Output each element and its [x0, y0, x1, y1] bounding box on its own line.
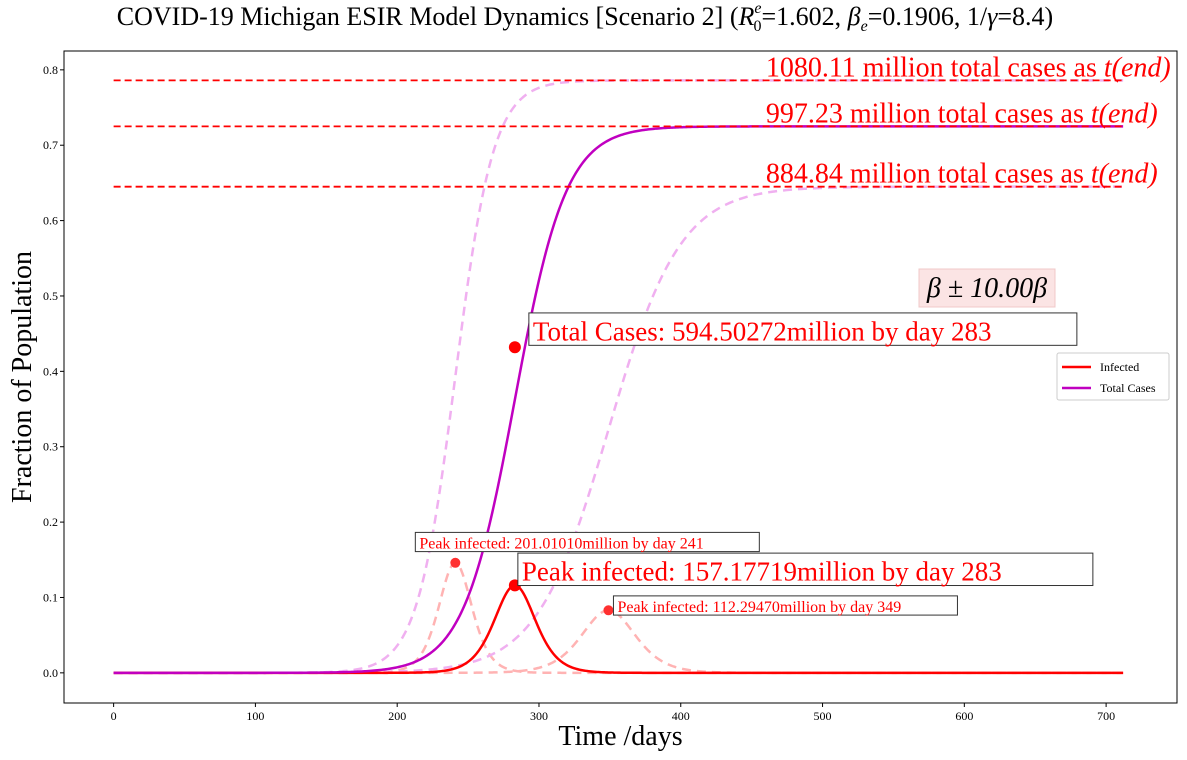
x-tick-label: 300	[530, 709, 548, 723]
legend-label: Infected	[1100, 360, 1139, 374]
annotation-box: Peak infected: 112.29470million by day 3…	[612, 595, 958, 616]
x-tick-label: 700	[1097, 709, 1115, 723]
title-gamma-symbol: γ	[987, 2, 998, 31]
peak-marker	[450, 557, 461, 568]
x-axis-label: Time /days	[558, 721, 682, 752]
annotation-frame	[528, 312, 1078, 346]
annotation-label: Peak infected: 112.29470million by day 3…	[617, 599, 901, 616]
peak-marker	[603, 605, 614, 616]
y-tick-label: 0.0	[43, 666, 58, 680]
title-prefix: COVID-19 Michigan ESIR Model Dynamics [S…	[116, 2, 739, 31]
title-gamma-value: =8.4)	[997, 2, 1054, 31]
hline-label: 884.84 million total cases as t(end)	[766, 159, 1158, 190]
x-tick-label: 0	[111, 709, 117, 723]
x-tick-label: 500	[814, 709, 832, 723]
peak-marker	[508, 341, 521, 354]
title-r0-value: =1.602,	[761, 2, 848, 31]
annotation-label: Peak infected: 201.01010million by day 2…	[419, 536, 703, 553]
x-tick-label: 100	[246, 709, 264, 723]
annotation-box: Peak infected: 157.17719million by day 2…	[517, 552, 1094, 587]
x-tick-label: 200	[388, 709, 406, 723]
title-r0-symbol: R	[738, 2, 755, 31]
beta-annotation: β ± 10.00β	[918, 268, 1056, 308]
x-tick-label: 600	[955, 709, 973, 723]
y-tick-label: 0.4	[43, 364, 58, 378]
title-r0-sup: e	[754, 0, 762, 18]
y-tick-label: 0.2	[43, 515, 58, 529]
annotation-box: Peak infected: 201.01010million by day 2…	[414, 531, 760, 553]
y-tick-label: 0.7	[43, 138, 58, 152]
legend: Infected Total Cases	[1056, 352, 1170, 401]
hline-label: 997.23 million total cases as t(end)	[766, 98, 1158, 129]
annotation-frame	[414, 531, 760, 553]
annotation-frame	[612, 595, 958, 616]
beta-annotation-text: β ± 10.00β	[926, 273, 1047, 304]
y-tick-label: 0.3	[43, 440, 58, 454]
y-tick-label: 0.1	[43, 590, 58, 604]
y-tick-label: 0.8	[43, 63, 58, 77]
y-axis-label: Fraction of Population	[7, 251, 38, 503]
chart-title: COVID-19 Michigan ESIR Model Dynamics [S…	[0, 0, 1170, 36]
y-tick-label: 0.5	[43, 289, 58, 303]
annotation-box: Total Cases: 594.50272million by day 283	[528, 312, 1078, 346]
plot-frame	[63, 50, 1178, 704]
hline-label: 1080.11 million total cases as t(end)	[766, 52, 1171, 83]
beta-annotation-box	[918, 268, 1056, 308]
annotation-label: Peak infected: 157.17719million by day 2…	[522, 557, 1002, 587]
y-tick-label: 0.6	[43, 214, 58, 228]
title-beta-sub: e	[860, 18, 868, 36]
legend-label: Total Cases	[1100, 381, 1156, 395]
scenario-infected-line	[113, 609, 1124, 675]
title-r0-sub: 0	[753, 18, 762, 36]
x-tick-label: 400	[672, 709, 690, 723]
title-beta-value: =0.1906, 1/	[867, 2, 988, 31]
annotation-label: Total Cases: 594.50272million by day 283	[533, 316, 992, 346]
title-beta-symbol: β	[847, 2, 861, 31]
baseline-total-line	[113, 125, 1124, 675]
annotation-frame	[517, 552, 1094, 587]
